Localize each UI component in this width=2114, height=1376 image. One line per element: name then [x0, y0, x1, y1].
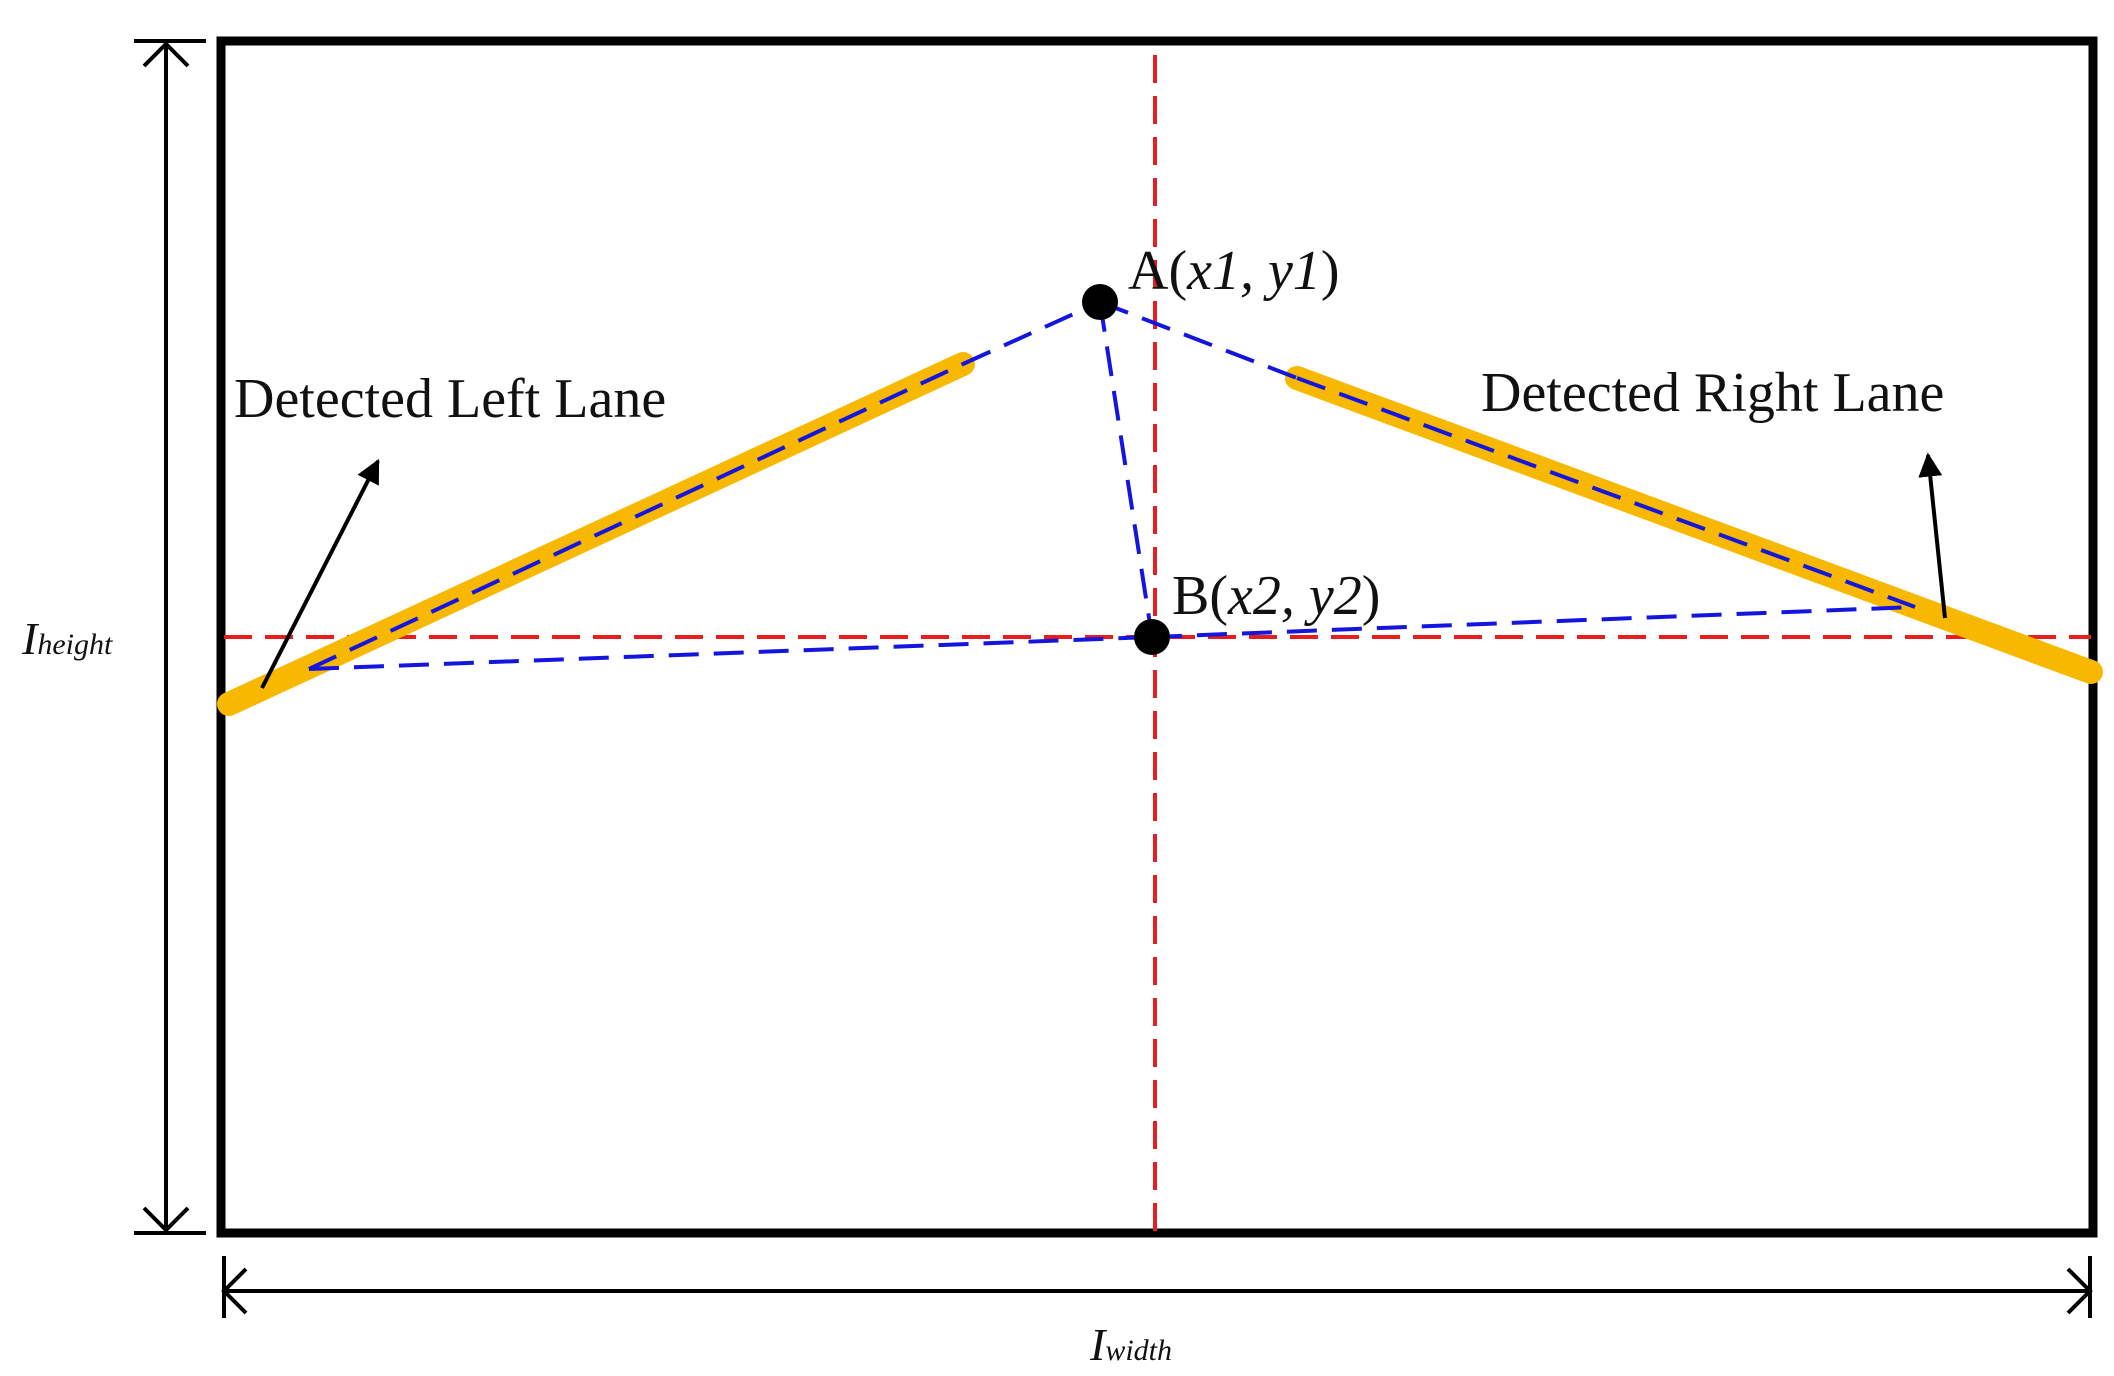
point-b-marker — [1134, 619, 1170, 655]
point-a-marker — [1082, 284, 1118, 320]
height-label: Iheight — [21, 613, 113, 664]
height-arrow-bottom — [142, 1206, 190, 1233]
right-lane-arrow — [1918, 452, 1947, 619]
point-b-label: B(x2, y2) — [1172, 565, 1380, 627]
image-frame — [216, 36, 2098, 1238]
left-lane-arrow — [260, 458, 380, 689]
width-label: Iwidth — [1089, 1319, 1172, 1370]
height-arrow-top — [142, 41, 190, 68]
right-lane-label: Detected Right Lane — [1481, 362, 1944, 424]
left-lane-label: Detected Left Lane — [234, 368, 666, 430]
point-a-label: A(x1, y1) — [1128, 240, 1339, 302]
blue-construction-lines — [308, 300, 1916, 671]
